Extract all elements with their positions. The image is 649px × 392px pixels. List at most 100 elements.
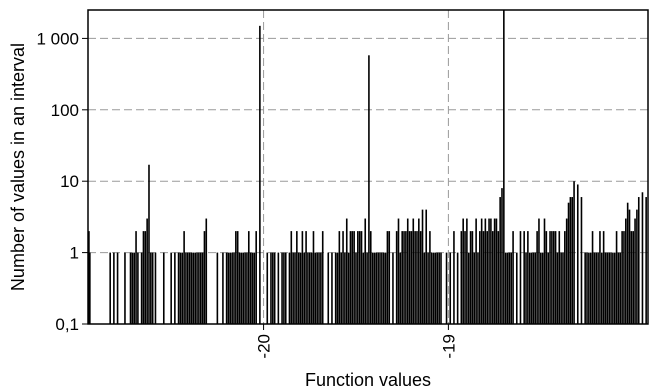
histogram-bar — [556, 252, 559, 324]
histogram-bar — [137, 252, 139, 324]
histogram-bar — [183, 231, 185, 324]
histogram-bar — [331, 252, 333, 324]
histogram-bar — [573, 181, 575, 324]
histogram-bar — [174, 252, 176, 324]
histogram-bar — [144, 231, 147, 324]
histogram-bar — [272, 252, 274, 324]
histogram-bar — [301, 231, 304, 324]
histogram-bar — [351, 231, 354, 324]
histogram-bar — [414, 231, 416, 324]
histogram-bar — [131, 252, 134, 324]
histogram-bar — [512, 231, 514, 324]
histogram-bar — [432, 252, 435, 324]
histogram-bar — [316, 252, 318, 324]
histogram-bar — [462, 218, 464, 324]
histogram-bar — [430, 252, 433, 324]
histogram-bar — [240, 252, 243, 324]
histogram-bar — [525, 252, 527, 324]
histogram-bar — [150, 252, 152, 324]
histogram-bar — [124, 252, 126, 324]
histogram-bar — [284, 252, 287, 324]
histogram-bar — [429, 231, 431, 324]
histogram-bar — [395, 231, 398, 324]
histogram-bar — [641, 192, 644, 324]
histogram-bar — [503, 10, 505, 324]
histogram-bar — [384, 252, 387, 324]
histogram-bar — [292, 252, 294, 324]
histogram-bar — [637, 197, 640, 324]
histogram-bar — [297, 252, 300, 324]
histogram-bar — [397, 218, 400, 324]
histogram-bar — [355, 252, 357, 324]
histogram-bar — [571, 197, 574, 324]
histogram-bar — [615, 231, 618, 324]
histogram-bar — [205, 218, 208, 324]
histogram-bar — [471, 231, 474, 324]
histogram-bar — [142, 231, 145, 324]
histogram-bar — [493, 218, 496, 324]
histogram-bar — [456, 252, 459, 324]
histogram-bar — [484, 218, 487, 324]
histogram-bar — [589, 252, 592, 324]
histogram-bar — [321, 231, 324, 324]
histogram-bar — [588, 252, 590, 324]
histogram-bar — [479, 231, 481, 324]
histogram-bar — [318, 252, 320, 324]
histogram-bar — [613, 252, 616, 324]
histogram-bar — [617, 252, 620, 324]
y-tick-label: 10 — [60, 172, 79, 191]
histogram-bar — [194, 252, 196, 324]
histogram-bar — [242, 252, 245, 324]
histogram-bar — [369, 231, 372, 324]
x-tick-label: -19 — [439, 334, 458, 359]
histogram-bar — [375, 252, 378, 324]
histogram-bar — [547, 252, 549, 324]
histogram-bar — [227, 252, 230, 324]
histogram-bar — [236, 231, 239, 324]
histogram-bar — [475, 218, 477, 324]
histogram-bar — [373, 252, 376, 324]
histogram-bar — [449, 252, 452, 324]
histogram-bar — [469, 231, 472, 324]
histogram-bar — [353, 231, 355, 324]
histogram-bar — [523, 231, 525, 324]
histogram-bar — [480, 218, 483, 324]
histogram-bar — [406, 218, 409, 324]
histogram-bar — [438, 252, 440, 324]
histogram-bar — [342, 231, 344, 324]
histogram-bar — [296, 231, 298, 324]
histogram-bar — [170, 252, 172, 324]
histogram-bar — [334, 252, 337, 324]
histogram-bar — [419, 231, 422, 324]
histogram-bar — [308, 252, 311, 324]
histogram-bar — [440, 252, 442, 324]
histogram-bar — [601, 252, 603, 324]
histogram-bar — [255, 231, 257, 324]
histogram-bar — [453, 231, 455, 324]
histogram-bar — [198, 252, 200, 324]
histogram-bar — [192, 252, 195, 324]
histogram-bar — [606, 252, 609, 324]
histogram-bar — [231, 252, 233, 324]
histogram-bar — [473, 252, 476, 324]
histogram-bar — [113, 252, 115, 324]
histogram-bar — [281, 252, 283, 324]
histogram-bar — [418, 218, 420, 324]
histogram-bar — [608, 252, 610, 324]
histogram-bar — [401, 231, 403, 324]
histogram-bar — [135, 231, 137, 324]
histogram-bar — [388, 231, 391, 324]
histogram-bar — [645, 197, 647, 324]
histogram-bar — [580, 197, 583, 324]
histogram-bar — [425, 209, 428, 324]
histogram-bar — [412, 218, 415, 324]
y-tick-label: 1 — [70, 244, 79, 263]
histogram-bar — [154, 252, 157, 324]
histogram-bar — [560, 252, 562, 324]
histogram-bar — [338, 231, 341, 324]
histogram-bar — [177, 252, 180, 324]
histogram-bar — [307, 252, 309, 324]
histogram-bar — [466, 218, 468, 324]
histogram-bar — [349, 231, 352, 324]
histogram-bar — [477, 252, 479, 324]
